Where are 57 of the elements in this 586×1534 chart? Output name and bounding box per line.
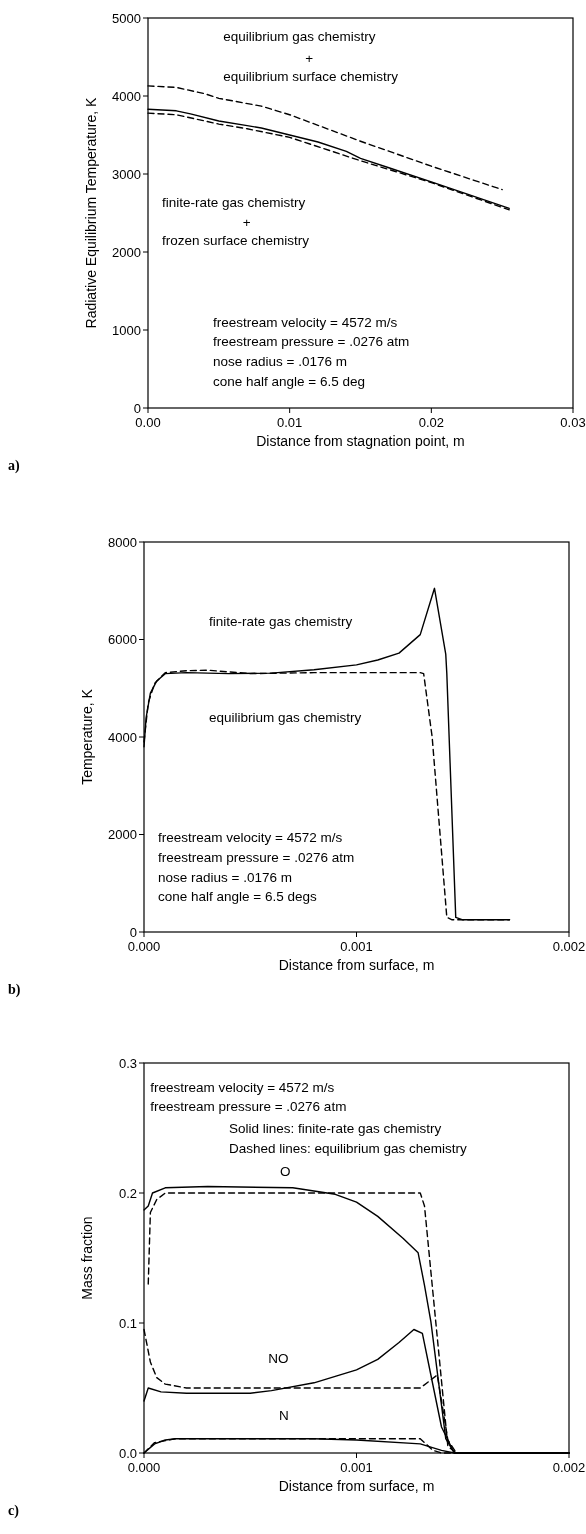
annotation: freestream pressure = .0276 atm (213, 334, 410, 350)
annotation: freestream velocity = 4572 m/s (158, 829, 343, 845)
y-axis-title: Radiative Equilibrium Temperature, K (83, 96, 99, 329)
y-tick-label: 0 (133, 400, 141, 416)
y-tick-label: 2000 (112, 244, 141, 260)
x-axis-title: Distance from surface, m (278, 957, 435, 973)
annotation: Dashed lines: equilibrium gas chemistry (229, 1140, 468, 1156)
annotation: equilibrium gas chemistry (209, 710, 362, 726)
annotation: + (305, 50, 314, 66)
y-tick-label: 0.1 (118, 1315, 137, 1331)
y-tick-label: 1000 (112, 322, 141, 338)
annotation: NO (268, 1351, 289, 1367)
y-tick-label: 4000 (108, 729, 137, 745)
annotation: freestream pressure = .0276 atm (150, 1098, 347, 1114)
annotation: Solid lines: finite-rate gas chemistry (229, 1120, 442, 1136)
y-tick-label: 0.2 (118, 1185, 137, 1201)
text: c) (8, 1503, 20, 1519)
annotation: O (280, 1163, 291, 1179)
x-tick-label: 0.03 (560, 415, 586, 430)
y-tick-label: 3000 (112, 166, 141, 182)
x-tick-label: 0.000 (127, 939, 161, 954)
x-tick-label: 0.01 (277, 415, 303, 430)
y-axis-title: Mass fraction (79, 1216, 95, 1300)
text: a) (8, 458, 20, 474)
x-tick-label: 0.002 (552, 939, 586, 954)
annotation: finite-rate gas chemistry (209, 613, 353, 629)
y-axis-title: Temperature, K (79, 688, 95, 785)
x-tick-label: 0.002 (552, 1460, 586, 1475)
annotation: equilibrium gas chemistry (223, 28, 376, 44)
x-tick-label: 0.00 (135, 415, 161, 430)
annotation: freestream velocity = 4572 m/s (150, 1080, 335, 1096)
annotation: freestream velocity = 4572 m/s (213, 314, 398, 330)
annotation: N (278, 1407, 289, 1423)
y-tick-label: 4000 (112, 88, 141, 104)
x-tick-label: 0.001 (340, 939, 373, 954)
annotation: finite-rate gas chemistry (162, 194, 306, 210)
annotation: freestream pressure = .0276 atm (158, 849, 355, 865)
y-tick-label: 6000 (108, 632, 137, 648)
annotation: nose radius = .0176 m (213, 353, 347, 369)
annotation: cone half angle = 6.5 degs (158, 888, 318, 904)
annotation: frozen surface chemistry (162, 233, 310, 249)
y-tick-label: 0.3 (118, 1055, 137, 1071)
annotation: cone half angle = 6.5 deg (213, 374, 366, 390)
x-tick-label: 0.02 (418, 415, 444, 430)
x-tick-label: 0.001 (340, 1460, 373, 1475)
annotation: + (242, 215, 251, 231)
y-tick-label: 2000 (108, 827, 137, 843)
annotation: equilibrium surface chemistry (223, 68, 399, 84)
y-tick-label: 0.0 (118, 1445, 137, 1461)
x-axis-title: Distance from surface, m (278, 1478, 435, 1494)
x-axis-title: Distance from stagnation point, m (256, 433, 465, 449)
y-tick-label: 5000 (112, 10, 141, 26)
x-tick-label: 0.000 (127, 1460, 161, 1475)
annotation: nose radius = .0176 m (158, 869, 292, 885)
text: b) (8, 982, 21, 998)
y-tick-label: 8000 (108, 534, 137, 550)
y-tick-label: 0 (129, 924, 137, 940)
